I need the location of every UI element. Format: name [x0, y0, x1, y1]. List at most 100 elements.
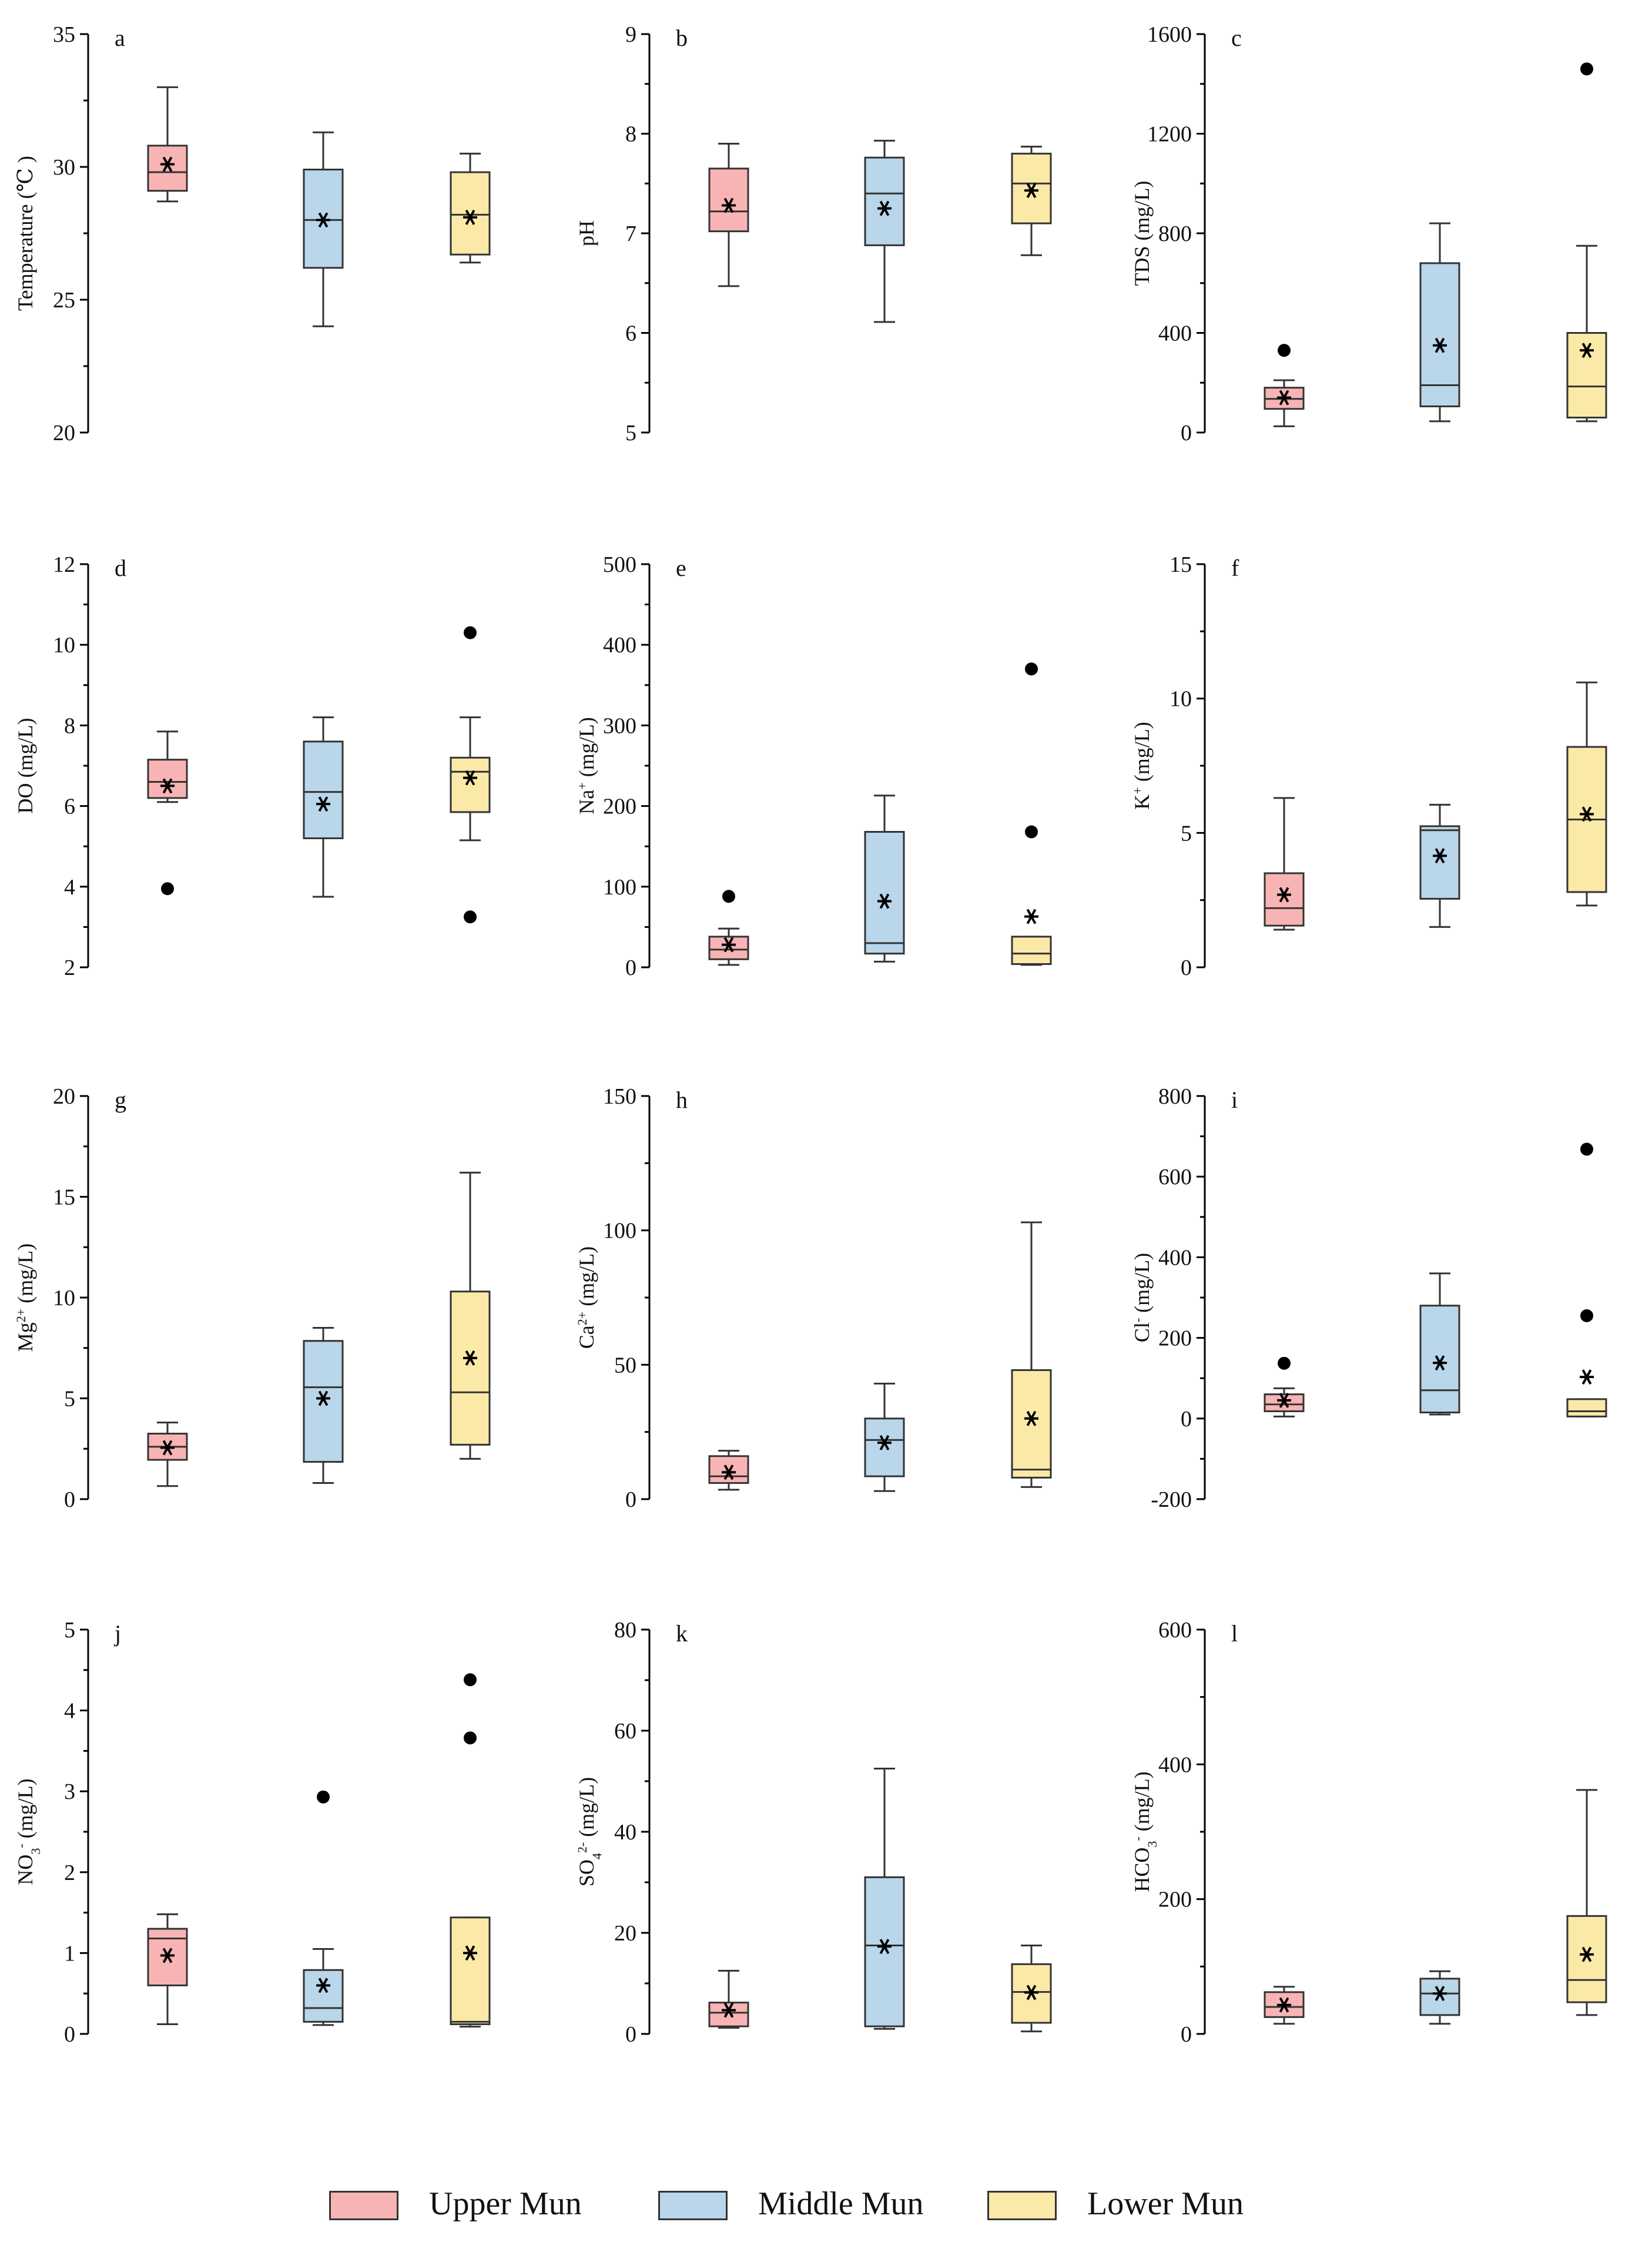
y-axis-label: Temperature (℃ ): [14, 156, 37, 311]
panel-a: 20 25 30 35 a Temperature (℃ ): [14, 22, 491, 445]
mean-marker-stroke: [318, 212, 329, 228]
mean-marker: [722, 1464, 736, 1480]
y-tick-label: 0: [625, 2022, 636, 2047]
mean-marker-stroke: [723, 1464, 734, 1480]
mean-marker: [722, 197, 736, 213]
box-iqr: [1419, 825, 1460, 900]
mean-marker: [877, 893, 892, 909]
box-iqr: [864, 831, 905, 955]
box-lower-mun: [1011, 146, 1052, 256]
box-upper-mun: [1264, 344, 1305, 427]
mean-marker: [316, 212, 330, 228]
mean-marker: [1580, 806, 1594, 822]
mean-marker-stroke: [318, 1977, 329, 1993]
y-tick-label: 500: [603, 552, 636, 577]
mean-marker-stroke: [723, 937, 734, 953]
y-tick-label: 0: [1181, 1407, 1192, 1432]
panel-letter: e: [676, 555, 686, 581]
y-tick-label: 0: [64, 2022, 75, 2047]
mean-marker-stroke: [1026, 1985, 1037, 2000]
mean-marker-stroke: [465, 1945, 475, 1961]
y-tick-label: 8: [64, 713, 75, 738]
mean-marker: [1024, 1985, 1038, 2000]
box-iqr: [1566, 1398, 1607, 1417]
box-upper-mun: [708, 1450, 749, 1491]
mean-marker: [160, 778, 175, 794]
y-tick-label: -200: [1151, 1487, 1192, 1512]
box-iqr: [1011, 1369, 1052, 1479]
y-tick-label: 100: [603, 1219, 636, 1244]
y-tick-label: 200: [603, 795, 636, 819]
box-lower-mun: [1566, 681, 1607, 907]
legend: Upper Mun Middle Mun Lower Mun: [329, 2179, 1328, 2232]
panel-letter: d: [115, 555, 126, 581]
y-axis-label: SO42- (mg/L): [575, 1777, 604, 1886]
y-tick-label: 600: [1158, 1165, 1192, 1189]
mean-marker-stroke: [1279, 390, 1289, 405]
panel-letter: a: [115, 25, 125, 51]
panel-letter: j: [113, 1620, 121, 1647]
box-lower-mun: [1566, 1142, 1607, 1417]
mean-marker-stroke: [1279, 887, 1289, 903]
mean-marker-stroke: [879, 1939, 890, 1955]
panel-letter: c: [1231, 25, 1242, 51]
panel-letter: h: [676, 1087, 688, 1113]
y-tick-label: 2: [64, 956, 75, 980]
y-tick-label: 10: [53, 1286, 75, 1310]
panel-g: 0 5 10 15 20 g Mg2+ (mg/L): [14, 1084, 491, 1512]
y-tick-label: 35: [53, 22, 75, 47]
mean-marker: [463, 1350, 477, 1366]
y-tick-label: 40: [614, 1820, 636, 1845]
mean-marker-stroke: [162, 778, 173, 794]
mean-marker-stroke: [1026, 183, 1037, 199]
mean-marker: [722, 937, 736, 953]
legend-swatch: [658, 2191, 728, 2220]
mean-marker: [1024, 183, 1038, 199]
y-tick-label: 20: [614, 1921, 636, 1946]
mean-marker: [1024, 1410, 1038, 1426]
outlier-point: [722, 890, 735, 903]
box-iqr: [864, 1876, 905, 2027]
outlier-point: [161, 882, 174, 896]
y-tick-label: 7: [625, 222, 636, 246]
y-axis-label: Ca2+ (mg/L): [575, 1246, 599, 1349]
y-tick-label: 8: [625, 122, 636, 147]
y-tick-label: 25: [53, 288, 75, 313]
box-iqr: [450, 1291, 491, 1446]
mean-marker-stroke: [1435, 1986, 1445, 2002]
y-tick-label: 50: [614, 1353, 636, 1377]
y-tick-label: 800: [1158, 1084, 1192, 1109]
y-tick-label: 200: [1158, 1326, 1192, 1351]
y-tick-label: 1200: [1147, 122, 1192, 147]
y-tick-label: 0: [1181, 421, 1192, 445]
mean-marker: [1433, 1355, 1447, 1371]
mean-marker-stroke: [1279, 1997, 1289, 2013]
box-middle-mun: [864, 139, 905, 323]
box-lower-mun: [1566, 62, 1607, 423]
legend-label: Middle Mun: [758, 2186, 924, 2222]
mean-marker: [160, 1948, 175, 1963]
mean-marker-stroke: [723, 197, 734, 213]
box-middle-mun: [1419, 1272, 1460, 1416]
mean-marker-stroke: [162, 1440, 173, 1456]
y-tick-label: 300: [603, 713, 636, 738]
y-axis-label: Cl- (mg/L): [1130, 1253, 1154, 1342]
y-tick-label: 400: [603, 633, 636, 658]
box-iqr: [708, 167, 749, 233]
box-iqr: [708, 936, 749, 960]
box-middle-mun: [864, 795, 905, 963]
panel-l: 0 200 400 600 l HCO3- (mg/L): [1130, 1618, 1607, 2047]
box-iqr: [450, 171, 491, 256]
y-tick-label: 150: [603, 1084, 636, 1109]
box-iqr: [1419, 1305, 1460, 1414]
outlier-point: [1025, 662, 1038, 676]
box-lower-mun: [450, 626, 491, 924]
box-iqr: [1566, 1915, 1607, 2003]
y-axis-label: TDS (mg/L): [1130, 181, 1154, 286]
outlier-point: [464, 1673, 477, 1687]
box-upper-mun: [708, 890, 749, 966]
box-middle-mun: [1419, 1970, 1460, 2025]
y-tick-label: 60: [614, 1719, 636, 1744]
y-tick-label: 2: [64, 1861, 75, 1885]
